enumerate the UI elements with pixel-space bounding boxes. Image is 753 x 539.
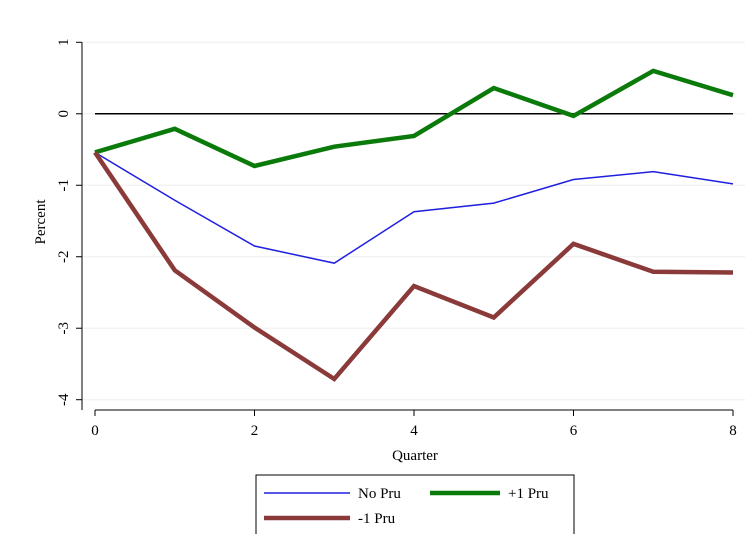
y-tick-label-1: 0: [56, 110, 72, 118]
x-tick-label-2: 4: [410, 423, 418, 439]
y-tick-label-2: -1: [56, 179, 72, 192]
y-tick-label-0: 1: [56, 39, 72, 47]
x-axis-label: Quarter: [392, 448, 438, 464]
series-line-2: [93, 151, 734, 382]
y-tick-label-5: -4: [56, 393, 72, 406]
y-axis-label: Percent: [33, 199, 49, 245]
series-line-1: [94, 68, 734, 169]
legend-box: [255, 474, 575, 536]
legend-label-2: -1 Pru: [358, 511, 396, 527]
legend-label-1: +1 Pru: [508, 486, 549, 502]
x-tick-label-1: 2: [251, 423, 259, 439]
x-tick-label-4: 8: [729, 423, 737, 439]
series-line-0: [94, 151, 734, 264]
legend-label-0: No Pru: [358, 486, 401, 502]
x-tick-label-0: 0: [91, 423, 99, 439]
x-tick-label-3: 6: [570, 423, 578, 439]
series: [93, 68, 734, 382]
y-tick-label-4: -3: [56, 322, 72, 335]
y-tick-label-3: -2: [56, 250, 72, 263]
legend: No Pru +1 Pru -1 Pru: [255, 474, 575, 536]
ticks: 1 0 -1 -2 -3 -4 0 2 4 6 8: [56, 39, 737, 439]
